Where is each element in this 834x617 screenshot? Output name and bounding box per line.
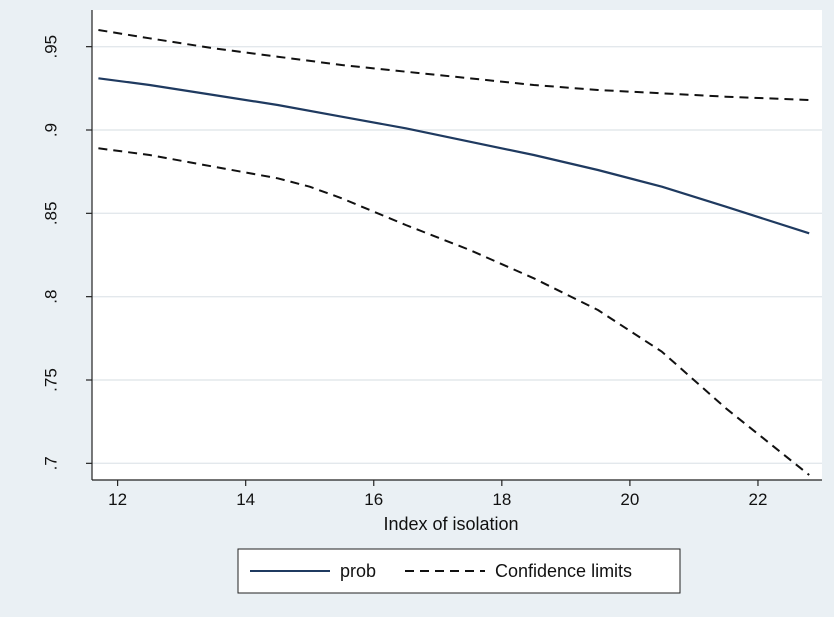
x-tick-label-1: 14 <box>236 490 255 509</box>
y-tick-label-5: .95 <box>41 35 60 59</box>
y-tick-label-3: .85 <box>41 202 60 226</box>
x-tick-label-0: 12 <box>108 490 127 509</box>
tick-marks: 12 14 16 18 20 22 .7 .75 .8 .85 .9 .95 <box>41 35 767 509</box>
plot-area <box>92 10 822 480</box>
x-tick-label-5: 22 <box>749 490 768 509</box>
legend-label-1: Confidence limits <box>495 561 632 581</box>
legend-label-0: prob <box>340 561 376 581</box>
axes <box>91 10 822 481</box>
series-line-1 <box>98 29 810 101</box>
x-tick-label-3: 18 <box>492 490 511 509</box>
legend: prob Confidence limits <box>237 548 681 594</box>
grid-lines <box>92 45 822 465</box>
series-lines <box>98 29 810 476</box>
x-axis-label: Index of isolation <box>383 514 518 534</box>
series-line-2 <box>98 147 810 476</box>
y-tick-label-2: .8 <box>41 290 60 304</box>
y-tick-label-0: .7 <box>41 456 60 470</box>
x-tick-label-4: 20 <box>620 490 639 509</box>
x-tick-label-2: 16 <box>364 490 383 509</box>
series-line-0 <box>98 77 810 235</box>
y-tick-label-1: .75 <box>41 368 60 392</box>
y-tick-label-4: .9 <box>41 123 60 137</box>
